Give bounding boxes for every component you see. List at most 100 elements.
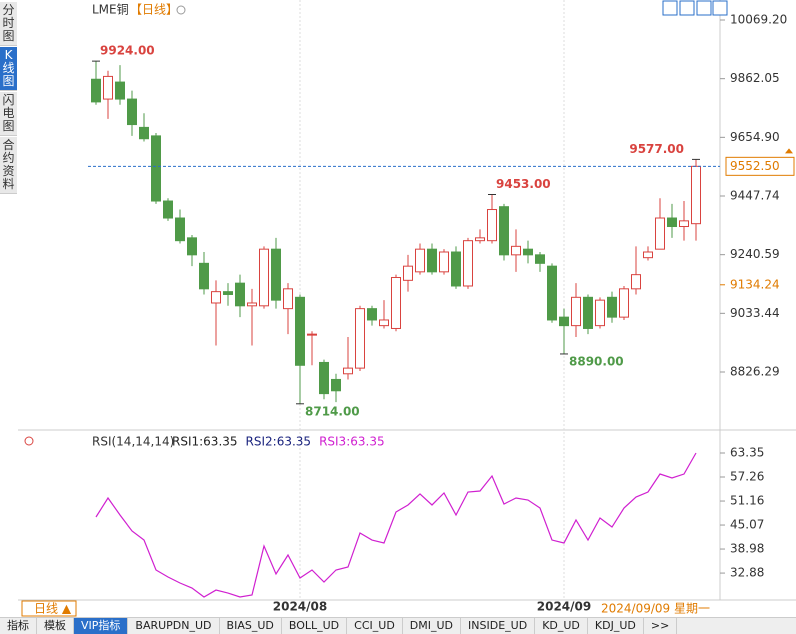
- y-tick-label: 9447.74: [730, 189, 780, 203]
- candle-body: [259, 248, 269, 307]
- candle-body: [319, 361, 329, 395]
- candle-body: [451, 251, 461, 287]
- high-label: 9577.00: [629, 142, 684, 156]
- candle-body: [523, 248, 533, 256]
- icon[interactable]: [662, 0, 678, 16]
- x-tick-label: 2024/08: [273, 600, 327, 614]
- candle-body: [199, 262, 209, 290]
- candle-body: [643, 251, 653, 259]
- sidebar-tab[interactable]: 分时图: [0, 2, 17, 46]
- tab[interactable]: 指标: [0, 618, 37, 634]
- candle-body: [223, 291, 233, 295]
- candle-body: [439, 251, 449, 273]
- chart-title: LME铜: [92, 2, 129, 17]
- candle-body: [631, 274, 641, 290]
- rsi-line: [95, 452, 697, 598]
- candle-body: [307, 333, 317, 336]
- last-price-arrow: [785, 148, 793, 154]
- candle-body: [679, 220, 689, 228]
- tab[interactable]: 模板: [37, 618, 74, 634]
- candle-body: [535, 254, 545, 264]
- settings-icon[interactable]: [176, 5, 186, 15]
- high-label: 9924.00: [100, 44, 155, 58]
- indicator-icon[interactable]: [24, 436, 34, 446]
- y-tick-label: 38.98: [730, 542, 764, 556]
- candle-body: [115, 81, 125, 100]
- candle-body: [235, 282, 245, 307]
- last-price-box: [725, 156, 795, 176]
- indicator-title: RSI(14,14,14): [92, 435, 174, 449]
- candle-body: [499, 206, 509, 256]
- candle-body: [547, 265, 557, 321]
- toolbar-icons: [662, 0, 728, 16]
- candle-body: [295, 296, 305, 366]
- candle-body: [343, 367, 353, 375]
- y-tick-label: 9654.90: [730, 130, 780, 144]
- background: [18, 0, 796, 617]
- candle-body: [151, 135, 161, 202]
- icon[interactable]: [679, 0, 695, 16]
- chart-subtitle: 【日线】: [130, 3, 178, 17]
- candle-body: [691, 165, 701, 225]
- y-tick-label: 9862.05: [730, 71, 780, 85]
- y-tick-label: 9033.44: [730, 306, 780, 320]
- y-tick-label: 63.35: [730, 446, 764, 460]
- y-tick-label: 10069.20: [730, 12, 787, 26]
- candle-body: [355, 308, 365, 369]
- x-tick-label: 2024/09: [537, 600, 591, 614]
- low-label: 8890.00: [569, 354, 624, 368]
- y-tick-label: 51.16: [730, 494, 764, 508]
- candle-body: [403, 265, 413, 281]
- candle-body: [175, 217, 185, 242]
- y-tick-label: 9240.59: [730, 247, 780, 261]
- marker-price-label: 9134.24: [730, 277, 780, 291]
- sidebar-tab[interactable]: 合约资料: [0, 137, 17, 194]
- icon[interactable]: [696, 0, 712, 16]
- tab[interactable]: KD_UD: [535, 618, 588, 634]
- tab[interactable]: BARUPDN_UD: [128, 618, 220, 634]
- candle-body: [103, 75, 113, 100]
- candle-body: [595, 299, 605, 327]
- y-tick-label: 32.88: [730, 566, 764, 580]
- tab[interactable]: BIAS_UD: [220, 618, 282, 634]
- sidebar-tab[interactable]: 闪电图: [0, 92, 17, 136]
- candle-body: [247, 302, 257, 307]
- last-price-label: 9552.50: [730, 159, 780, 173]
- candle-body: [163, 200, 173, 219]
- candle-body: [619, 288, 629, 318]
- candle-body: [559, 316, 569, 327]
- candle-body: [475, 237, 485, 242]
- y-tick-label: 57.26: [730, 470, 764, 484]
- sidebar-tab[interactable]: K线图: [0, 47, 17, 91]
- tab[interactable]: CCI_UD: [347, 618, 403, 634]
- candle-body: [655, 217, 665, 250]
- tab[interactable]: >>: [644, 618, 678, 634]
- tab[interactable]: INSIDE_UD: [461, 618, 536, 634]
- period-button[interactable]: [21, 600, 77, 617]
- candle-body: [415, 248, 425, 273]
- period-button-label[interactable]: 日线 ▲: [34, 602, 72, 616]
- tab[interactable]: DMI_UD: [403, 618, 462, 634]
- tab[interactable]: VIP指标: [74, 618, 129, 634]
- candle-body: [667, 217, 677, 228]
- chart: LME铜 【日线】 RSI(14,14,14) 日线 ▲ 2024/09/09 …: [18, 0, 796, 617]
- candle-body: [127, 98, 137, 126]
- candle-body: [391, 276, 401, 329]
- candle-body: [331, 378, 341, 392]
- tab[interactable]: KDJ_UD: [588, 618, 644, 634]
- cursor-date: 2024/09/09 星期一: [601, 602, 710, 616]
- low-label: 8714.00: [305, 404, 360, 418]
- candle-body: [583, 296, 593, 329]
- candle-body: [211, 291, 221, 304]
- candle-body: [379, 319, 389, 327]
- candle-body: [283, 288, 293, 310]
- candle-body: [427, 248, 437, 273]
- candle-body: [571, 296, 581, 327]
- tab[interactable]: BOLL_UD: [282, 618, 348, 634]
- candle-body: [367, 308, 377, 321]
- candle-body: [607, 296, 617, 318]
- legend-entry: RSI2:63.35: [246, 435, 312, 449]
- icon[interactable]: [712, 0, 728, 16]
- high-label: 9453.00: [496, 177, 551, 191]
- candle-body: [91, 78, 101, 103]
